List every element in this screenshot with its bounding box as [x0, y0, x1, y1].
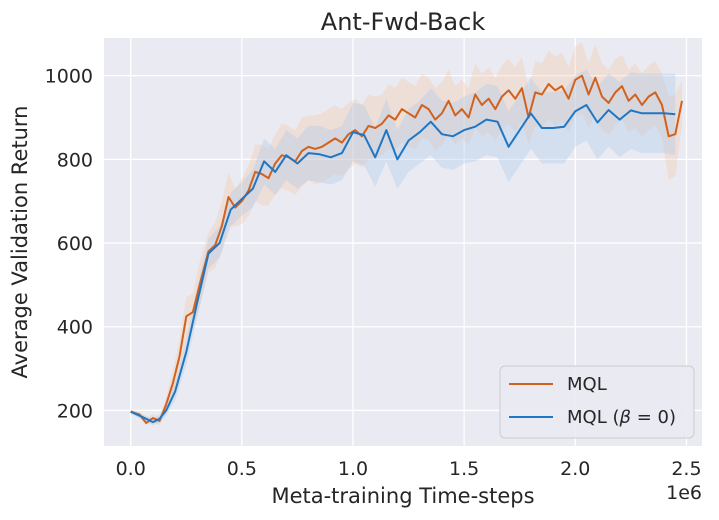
y-tick-label: 1000: [45, 66, 93, 88]
confidence-band-series-0: [130, 42, 682, 426]
y-axis-title: Average Validation Return: [8, 106, 32, 379]
x-tick-label: 2.0: [560, 458, 590, 480]
series-line-0: [130, 74, 683, 424]
x-tick-label: 1.0: [338, 458, 368, 480]
legend-label-mql-beta0-suffix: = 0): [631, 407, 676, 428]
legend: MQL MQL (β = 0): [499, 365, 695, 439]
confidence-band-series-1: [130, 69, 676, 426]
x-scale-label: 1e6: [666, 482, 702, 504]
chart-title: Ant-Fwd-Back: [321, 8, 486, 36]
x-tick-label: 0.0: [116, 458, 146, 480]
legend-label-beta-symbol: β: [618, 407, 631, 428]
series-lines: [130, 74, 683, 424]
confidence-bands: [130, 42, 682, 426]
y-tick-label: 600: [57, 233, 93, 255]
legend-label-mql-beta0-prefix: MQL (: [567, 407, 619, 428]
y-tick-label: 400: [57, 317, 93, 339]
x-tick-label: 1.5: [449, 458, 479, 480]
y-tick-labels: 200 400 600 800 1000: [45, 66, 93, 423]
x-axis-title: Meta-training Time-steps: [271, 484, 534, 508]
x-tick-labels: 0.0 0.5 1.0 1.5 2.0 2.5: [116, 458, 702, 480]
legend-label-mql-beta0: MQL (β = 0): [567, 407, 676, 428]
series-line-1: [130, 104, 676, 424]
x-tick-label: 0.5: [227, 458, 257, 480]
y-tick-label: 800: [57, 149, 93, 171]
x-tick-label: 2.5: [671, 458, 701, 480]
legend-label-mql: MQL: [567, 374, 607, 395]
y-tick-label: 200: [57, 400, 93, 422]
